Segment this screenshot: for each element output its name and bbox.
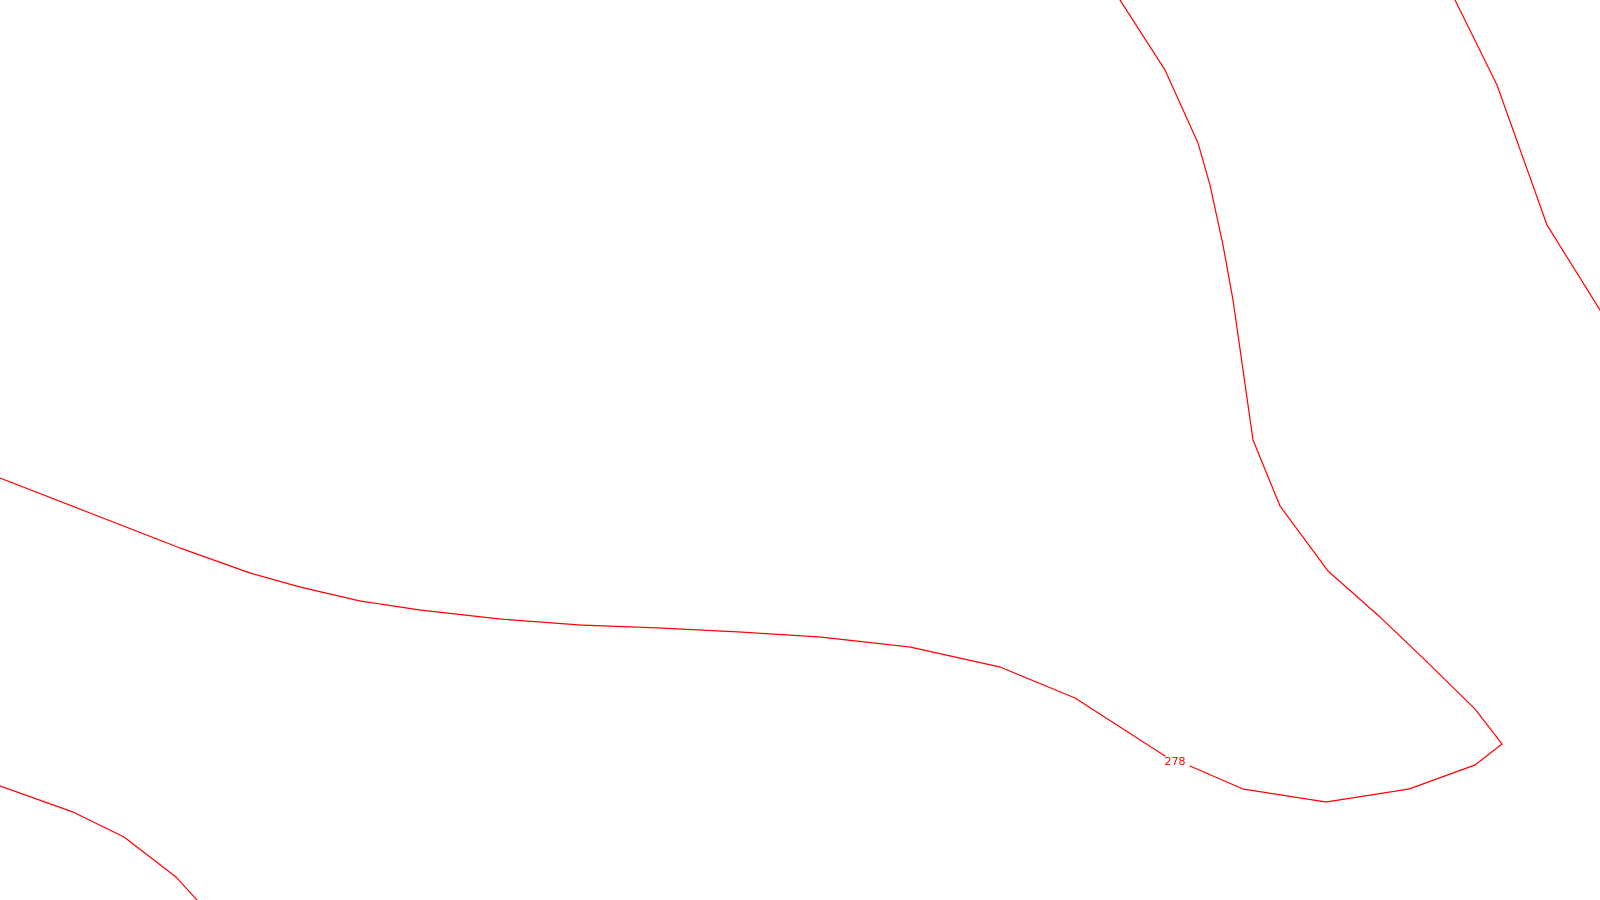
contour-elevation-label: 278 bbox=[1165, 755, 1186, 768]
contour-line-top-right bbox=[1454, 0, 1600, 311]
contour-line-bottom-left bbox=[0, 785, 198, 900]
contour-line-main-continued bbox=[1119, 0, 1503, 803]
contour-line-main bbox=[0, 477, 1166, 757]
